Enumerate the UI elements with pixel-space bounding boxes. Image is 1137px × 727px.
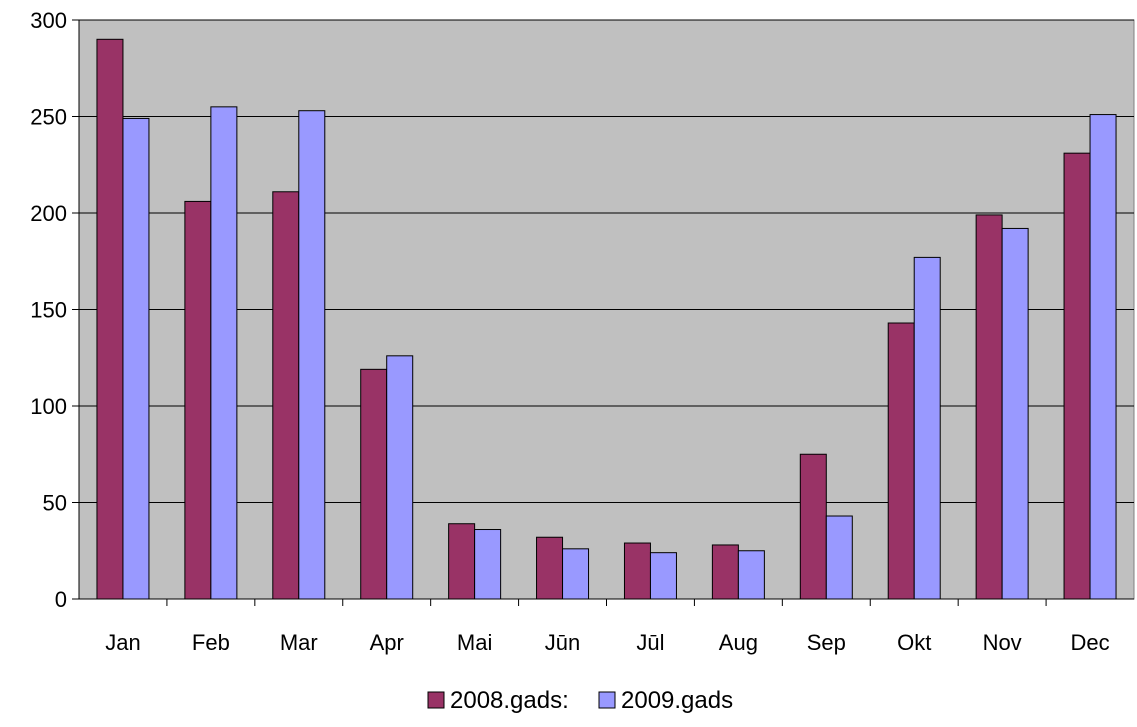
bar-series-2-nov [1001,227,1029,600]
bar-series-2-mai [474,529,502,600]
bar-series-1-jūl [623,542,651,600]
axes [72,19,1134,606]
bar-series-1-nov [975,214,1003,600]
x-tick-label: Jūl [636,630,664,655]
bar-series-2-jūn [562,548,590,600]
x-tick-label: Nov [983,630,1022,655]
bar-series-2-dec [1089,114,1117,600]
bar-series-2-mar [298,110,326,600]
y-tick-label: 150 [30,298,67,323]
bar-series-2-jūl [649,552,677,600]
bar-series-1-mar [272,191,300,600]
legend-swatch-series-2 [598,691,616,709]
y-tick-label: 200 [30,201,67,226]
y-tick-label: 250 [30,105,67,130]
y-tick-label: 0 [55,587,67,612]
bar-series-1-mai [448,523,476,600]
legend: 2008.gads: 2009.gads [427,687,733,714]
bar-series-1-apr [360,368,388,600]
bar-series-1-aug [711,544,739,600]
y-tick-label: 100 [30,394,67,419]
bar-series-2-okt [913,256,941,600]
bar-series-2-apr [386,355,414,600]
bar-series-2-aug [737,550,765,600]
x-tick-label: Mai [457,630,492,655]
legend-swatch-series-1 [427,691,445,709]
y-tick-label: 50 [43,491,67,516]
bar-series-1-okt [887,322,915,600]
bar-series-2-jan [122,117,150,600]
x-tick-label: Okt [897,630,931,655]
bar-series-2-feb [210,106,238,600]
bars [96,38,1117,600]
x-tick-label: Jan [105,630,140,655]
x-tick-label: Sep [807,630,846,655]
x-tick-label: Aug [719,630,758,655]
x-tick-label: Jūn [545,630,580,655]
bar-series-1-jūn [536,536,564,600]
x-tick-label: Apr [370,630,404,655]
gridlines [79,19,1134,503]
bar-series-1-feb [184,200,212,600]
bar-series-1-sep [799,453,827,600]
x-tick-label: Dec [1070,630,1109,655]
bar-series-2-sep [825,515,853,600]
x-tick-label: Mar [280,630,318,655]
axis-labels: 0 50 100 150 200 250 300 Jan Feb Mar Apr Mai Jūn Jūl A… [30,8,1109,655]
legend-label-series-1: 2008.gads: [450,687,569,714]
bar-series-1-jan [96,38,124,600]
y-tick-label: 300 [30,8,67,33]
x-tick-label: Feb [192,630,230,655]
bar-series-1-dec [1063,152,1091,600]
legend-label-series-2: 2009.gads [621,687,733,714]
